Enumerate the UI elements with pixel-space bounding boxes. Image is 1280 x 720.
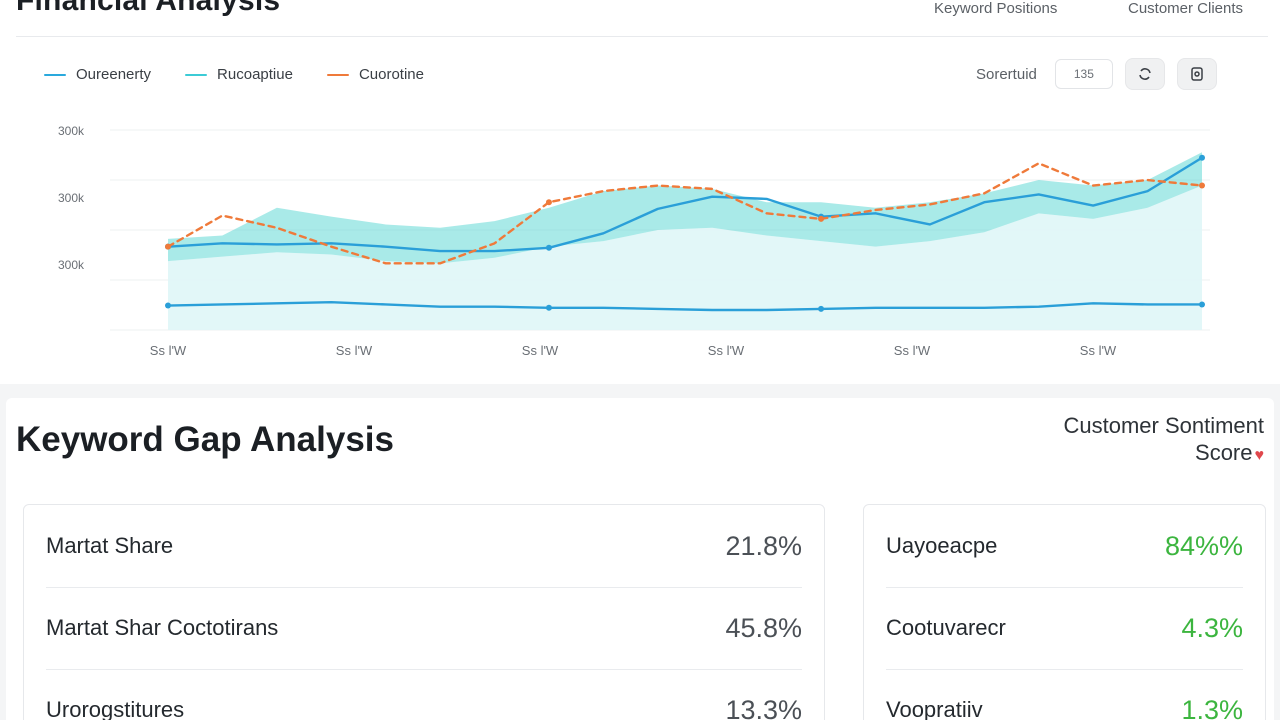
settings-icon: [1191, 67, 1203, 81]
controls-label: Sorertuid: [976, 65, 1037, 83]
legend-label: Cuorotine: [358, 66, 424, 83]
header-link-keyword-positions[interactable]: Keyword Positions: [934, 0, 1058, 17]
x-tick-label: Ss l'W: [522, 343, 559, 358]
line-chart: 300k 300k 300k Ss l'W Ss l'W Ss l'W Ss l'W Ss l…: [58, 124, 1210, 358]
metric-label: Urorogstitures: [46, 697, 185, 720]
metric-label: Uayoeacpe: [886, 533, 998, 558]
series-point: [545, 199, 552, 206]
series-line-1: [166, 156, 1204, 253]
legend-label: Oureenerty: [76, 66, 152, 83]
metric-label: Martat Shar Coctotirans: [46, 615, 279, 640]
header-link-customer-clients[interactable]: Customer Clients: [1128, 0, 1244, 17]
metric-row[interactable]: Martat Shar Coctotirans 45.8%: [24, 587, 824, 669]
keyword-gap-panel: Keyword Gap Analysis Customer Sontiment …: [6, 398, 1274, 720]
x-tick-label: Ss l'W: [708, 343, 745, 358]
period-input[interactable]: 135: [1054, 59, 1113, 89]
legend-swatch: [185, 73, 208, 76]
x-tick-label: Ss l'W: [336, 343, 373, 358]
refresh-icon: [1139, 68, 1151, 80]
sentiment-line-2: Score ♥: [1063, 439, 1264, 469]
metric-row[interactable]: Cootuvarecr 4.3%: [864, 587, 1265, 669]
metric-label: Martat Share: [46, 533, 174, 558]
sentiment-line-2-text: Score: [1195, 440, 1253, 465]
range-band: [168, 152, 1202, 264]
metric-value: 21.8%: [725, 530, 802, 561]
heart-icon: ♥: [1254, 447, 1265, 464]
legend-item-3[interactable]: Cuorotine: [326, 66, 424, 83]
area-fill: [168, 185, 1202, 330]
x-tick-label: Ss l'W: [894, 343, 931, 358]
metric-value: 13.3%: [725, 694, 802, 720]
legend-label: Rucoaptiue: [217, 66, 293, 83]
sentiment-line-1: Customer Sontiment: [1063, 413, 1264, 438]
y-tick-label: 300k: [58, 124, 85, 138]
metric-value: 4.3%: [1181, 612, 1243, 643]
metric-value: 1.3%: [1181, 694, 1243, 720]
series-point: [545, 304, 552, 311]
y-tick-label: 300k: [58, 258, 85, 272]
metric-value: 84%%: [1164, 530, 1243, 561]
series-point: [1199, 301, 1205, 308]
series-point: [165, 302, 171, 309]
settings-button[interactable]: [1176, 58, 1217, 90]
metric-label: Cootuvarecr: [886, 615, 1006, 640]
chart-card: Financial Analysis Keyword Positions Cus…: [0, 0, 1280, 384]
chart-legend: Oureenerty Rucoaptiue Cuorotine: [44, 66, 424, 83]
metric-row[interactable]: Urorogstitures 13.3%: [24, 669, 824, 720]
series-point: [545, 244, 552, 251]
sentiment-score-label: Customer Sontiment Score ♥: [1063, 412, 1264, 469]
section-title: Keyword Gap Analysis: [16, 420, 394, 459]
chart-controls: Sorertuid 135: [976, 58, 1217, 90]
series-point: [165, 243, 171, 250]
series-line-2: [166, 162, 1204, 265]
x-tick-label: Ss l'W: [1080, 343, 1117, 358]
series-point: [818, 305, 825, 312]
market-metrics-card: Martat Share 21.8% Martat Shar Coctotira…: [23, 504, 825, 720]
legend-swatch: [44, 73, 66, 76]
legend-item-1[interactable]: Oureenerty: [44, 66, 151, 83]
series-point: [1199, 154, 1205, 161]
series-point: [1199, 182, 1205, 189]
series-point: [818, 215, 825, 222]
series-line-3: [166, 301, 1204, 312]
metric-value: 45.8%: [725, 612, 802, 643]
metric-row[interactable]: Voopratiiv 1.3%: [864, 669, 1265, 720]
refresh-button[interactable]: [1124, 58, 1165, 90]
y-tick-label: 300k: [58, 191, 85, 205]
sentiment-metrics-card: Uayoeacpe 84%% Cootuvarecr 4.3% Vooprati…: [863, 504, 1266, 720]
x-tick-label: Ss l'W: [150, 343, 187, 358]
page-title: Financial Analysis: [16, 0, 281, 17]
metric-row[interactable]: Uayoeacpe 84%%: [864, 505, 1265, 587]
metric-row[interactable]: Martat Share 21.8%: [24, 505, 824, 587]
legend-swatch: [326, 73, 349, 76]
header-divider: [16, 36, 1268, 37]
legend-item-2[interactable]: Rucoaptiue: [185, 66, 293, 83]
metric-label: Voopratiiv: [886, 697, 983, 720]
